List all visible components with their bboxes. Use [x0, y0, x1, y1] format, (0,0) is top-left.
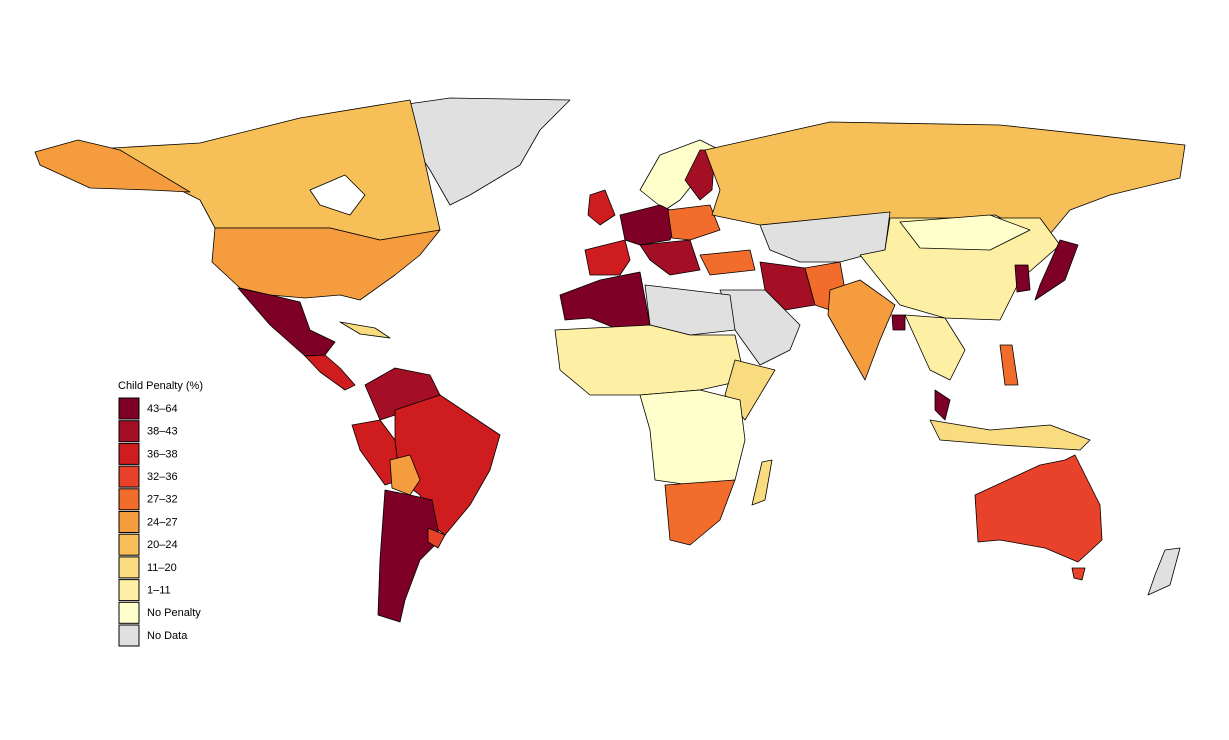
new-zealand [1147, 547, 1181, 596]
legend-label: 32–36 [147, 471, 178, 483]
legend-label: 43–64 [147, 403, 178, 415]
iran [759, 261, 816, 311]
legend-label: 38–43 [147, 426, 178, 438]
west-africa [554, 324, 746, 396]
tasmania [1071, 567, 1086, 581]
middle-east [719, 289, 801, 366]
china [859, 217, 1061, 321]
uk [587, 189, 616, 226]
usa [211, 227, 441, 301]
legend-label: 11–20 [147, 562, 177, 574]
legend-label: 24–27 [147, 516, 178, 528]
mongolia [899, 214, 1031, 251]
world-map [34, 97, 1186, 623]
indonesia [929, 419, 1091, 451]
japan [1034, 239, 1079, 301]
central-america [304, 354, 356, 391]
argentina-chile [377, 489, 441, 623]
korea [1014, 264, 1031, 293]
malaysia [934, 389, 951, 421]
russia [704, 121, 1186, 241]
central-africa [639, 389, 746, 486]
legend-swatch [118, 533, 140, 556]
legend-swatch [118, 397, 140, 420]
uruguay [427, 527, 446, 549]
legend-swatch [118, 465, 140, 488]
southern-africa [664, 479, 736, 546]
central-europe [619, 204, 681, 246]
legend-swatch [118, 579, 140, 602]
libya-egypt [644, 284, 736, 336]
mexico [237, 287, 336, 357]
legend-swatch [118, 420, 140, 443]
legend-label: 20–24 [147, 539, 178, 551]
legend-swatch [118, 624, 140, 647]
turkey [699, 249, 756, 276]
legend-label: No Penalty [147, 607, 201, 619]
bangladesh [891, 314, 906, 331]
legend-swatch [118, 442, 140, 465]
bolivia [389, 454, 421, 496]
madagascar [751, 459, 773, 506]
philippines [999, 344, 1019, 386]
eastern-europe [667, 204, 721, 241]
cuba [339, 321, 391, 339]
legend-swatch [118, 511, 140, 533]
india [827, 279, 896, 381]
legend-swatch [118, 601, 140, 624]
southeast-asia [904, 314, 966, 381]
north-africa-west [559, 271, 651, 331]
legend: Child Penalty (%) 43–64 38–43 36–38 32–36 27… [118, 380, 203, 647]
legend-swatch [118, 556, 140, 579]
legend-swatch [118, 488, 140, 511]
france-spain [584, 239, 631, 276]
balkans [639, 239, 701, 276]
legend-label: 27–32 [147, 494, 178, 506]
australia [974, 454, 1103, 563]
legend-title: Child Penalty (%) [118, 380, 203, 392]
canada-hudson [309, 174, 366, 216]
legend-label: No Data [147, 630, 188, 642]
legend-label: 1–11 [147, 585, 171, 597]
alaska [34, 139, 191, 193]
legend-label: 36–38 [147, 448, 178, 460]
